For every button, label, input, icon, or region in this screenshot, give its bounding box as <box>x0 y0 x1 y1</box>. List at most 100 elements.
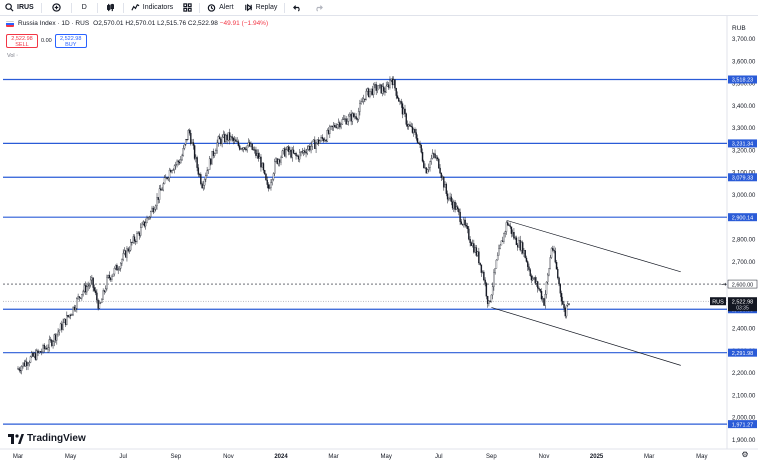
replay-button[interactable]: Replay <box>239 0 283 16</box>
price-tick-label: 3,300.00 <box>732 126 756 132</box>
candle-body <box>281 150 283 158</box>
candle-body <box>481 271 484 273</box>
candle-body <box>53 334 56 343</box>
candle-body <box>168 170 171 179</box>
candle-body <box>78 296 81 298</box>
buy-price: 2,522.98 <box>60 36 82 42</box>
candle-body <box>461 223 464 225</box>
candle-body <box>218 136 221 140</box>
price-tick-label: 3,700.00 <box>732 37 756 43</box>
candle-body <box>386 84 389 87</box>
candle-body <box>207 169 210 171</box>
candle-body <box>361 101 364 103</box>
candle-body <box>350 113 352 122</box>
candle-body <box>196 157 198 168</box>
candle-body <box>374 84 376 86</box>
candle-body <box>476 251 479 256</box>
candle-body <box>165 177 167 179</box>
indicators-button[interactable]: Indicators <box>126 0 178 16</box>
candle-body <box>157 197 159 200</box>
candle-body <box>327 130 330 134</box>
level-price-tag <box>728 173 757 182</box>
search-icon <box>5 3 14 12</box>
buy-button[interactable]: 2,522.98 BUY <box>54 34 87 48</box>
candle-body <box>454 201 456 210</box>
price-chart[interactable]: RUB 3,700.00 3,600.00 3,500.00 3,400.00 3,30… <box>0 16 758 465</box>
candle-body <box>138 232 141 236</box>
candle-body <box>552 248 554 251</box>
indicators-icon <box>131 4 140 11</box>
dashed-price-label: 2,600.00 <box>732 282 753 288</box>
tv-logo-icon <box>8 433 24 444</box>
layout-button[interactable] <box>178 0 197 16</box>
candle-body <box>384 91 386 93</box>
candle-body <box>240 148 242 150</box>
candle-body <box>450 196 453 202</box>
sell-label: SELL <box>15 42 29 48</box>
candle-body <box>23 362 25 367</box>
candle-body <box>488 300 490 304</box>
high-value: H2,570.01 <box>125 20 156 27</box>
candle-body <box>295 153 297 156</box>
symbol-title[interactable]: Russia Index · 1D · RUS <box>18 20 90 27</box>
time-axis[interactable]: Mar May Jul Sep Nov 2024 Mar May Jul Sep Nov 2025 Ma… <box>13 454 708 460</box>
alert-button[interactable]: Alert <box>202 0 238 16</box>
candle-body <box>56 333 58 341</box>
price-tick-label: 2,700.00 <box>732 260 756 266</box>
candle-body <box>458 208 460 213</box>
candle-body <box>339 122 341 128</box>
candle-body <box>266 179 268 185</box>
candle-body <box>38 351 40 353</box>
candle-body <box>197 167 200 175</box>
price-tick-label: 3,200.00 <box>732 148 756 154</box>
compare-button[interactable] <box>44 0 69 16</box>
candle-body <box>419 143 421 146</box>
candle-body <box>74 308 77 310</box>
candle-body <box>349 113 351 117</box>
candle-body <box>17 368 19 370</box>
candle-body <box>192 142 195 146</box>
candle-body <box>206 170 208 176</box>
candle-body <box>82 291 84 295</box>
candle-body <box>506 222 509 225</box>
channel-line-upper[interactable] <box>507 220 681 273</box>
volume-legend[interactable]: Vol ⋅ <box>7 53 18 59</box>
candle-body <box>340 123 342 128</box>
candle-body <box>529 269 531 276</box>
chart-type-button[interactable] <box>100 0 121 16</box>
price-tick-label: 1,900.00 <box>732 438 756 444</box>
candle-body <box>141 223 143 228</box>
sell-button[interactable]: 2,522.98 SELL <box>6 34 38 48</box>
divider <box>122 2 124 13</box>
candle-body <box>198 174 201 176</box>
candle-body <box>29 356 32 363</box>
candle-body <box>451 201 454 209</box>
channel-line-lower[interactable] <box>491 307 681 366</box>
settings-button[interactable]: ⚙ <box>738 450 752 462</box>
redo-button[interactable] <box>308 0 329 16</box>
candle-body <box>319 140 321 144</box>
time-tick-label: May <box>696 454 707 460</box>
candle-body <box>455 206 458 210</box>
interval-button[interactable]: D <box>74 0 95 16</box>
candle-body <box>414 129 416 133</box>
candle-body <box>381 86 384 94</box>
candle-body <box>544 294 546 306</box>
candle-body <box>557 268 559 278</box>
currency-label: RUB <box>732 25 746 32</box>
change-value: −49.91 (−1.94%) <box>219 20 269 27</box>
candle-body <box>341 119 344 125</box>
replay-icon <box>244 3 252 12</box>
symbol-search[interactable]: IRUS <box>0 0 39 16</box>
candle-body <box>193 145 196 159</box>
candle-body <box>331 125 334 127</box>
undo-button[interactable] <box>287 0 308 16</box>
candle-body <box>366 88 369 92</box>
candle-body <box>540 291 543 300</box>
level-price-tag <box>728 75 757 84</box>
candle-body <box>534 277 536 284</box>
candle-body <box>170 170 172 173</box>
candle-body <box>191 142 193 144</box>
candle-body <box>248 142 251 147</box>
candle-body <box>480 264 483 273</box>
